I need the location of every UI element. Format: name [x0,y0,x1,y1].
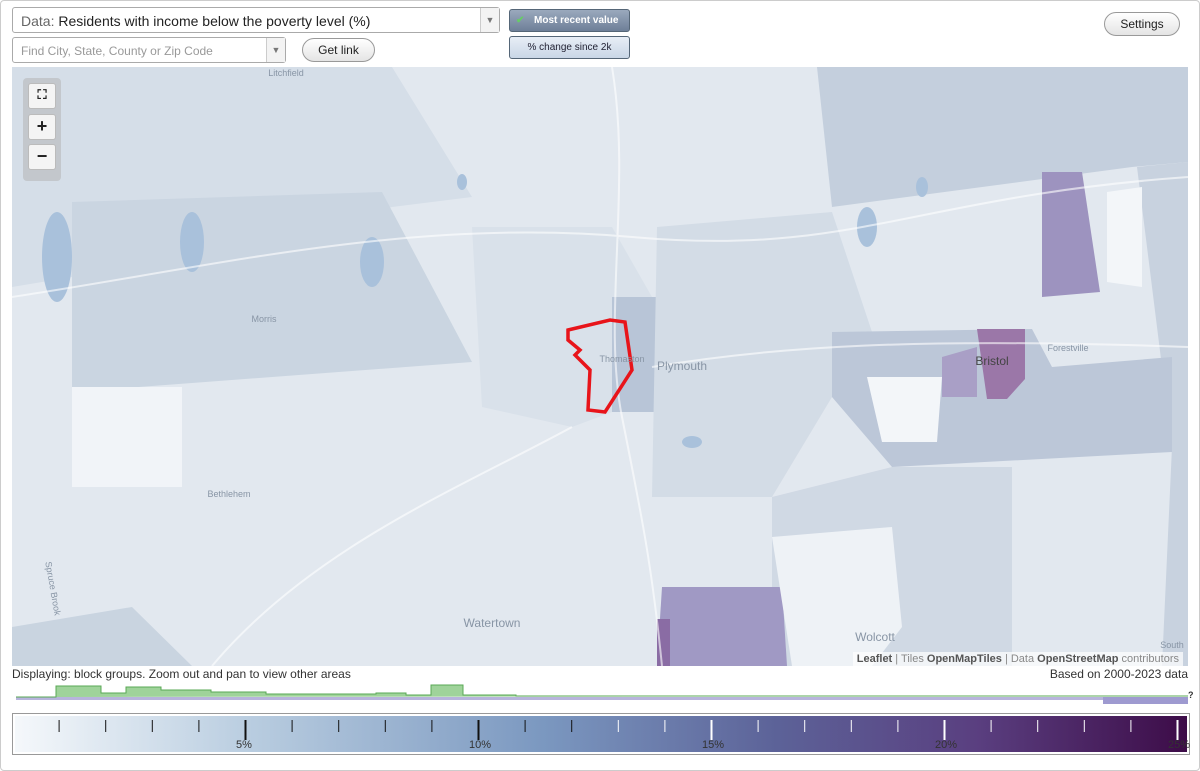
displaying-note: Displaying: block groups. Zoom out and p… [12,667,351,681]
legend-label: 15% [702,739,725,751]
data-years: Based on 2000-2023 data [1049,667,1188,681]
region [1107,187,1142,287]
legend [12,713,1190,755]
region [72,387,182,487]
roads [12,67,1188,666]
histogram-bar [1103,697,1188,704]
search-placeholder: Find City, State, County or Zip Code [21,44,213,58]
region [472,227,652,427]
place-label: Watertown [464,616,521,630]
zoom-control: ⛶ + − [23,78,61,181]
region [817,67,1188,207]
map[interactable]: Litchfield Morris Thomaston Plymouth Bristol… [12,67,1188,666]
percent-change-button[interactable]: % change since 2k [509,36,630,59]
place-label: Wolcott [855,630,895,644]
legend-gradient [15,716,1187,752]
attribution-text: | Data [1004,653,1035,665]
osm-link[interactable]: OpenStreetMap [1037,653,1119,665]
region [1042,172,1100,297]
tiles-link[interactable]: OpenMapTiles [926,653,1002,665]
dropdown-arrow[interactable]: ▼ [266,38,285,62]
region [772,527,902,666]
place-label: Forestville [1047,343,1088,353]
data-prefix: Data: [21,13,55,29]
place-label: South [1160,640,1184,650]
region [657,587,787,666]
leaflet-link[interactable]: Leaflet [856,653,893,665]
attribution: Leaflet | Tiles OpenMapTiles | Data Open… [852,652,1183,666]
region [12,607,192,666]
legend-label: 10% [469,739,492,751]
data-selection: Residents with income below the poverty … [58,13,371,29]
place-label: Bristol [975,354,1008,368]
histogram-curve [16,684,1188,698]
place-label: Plymouth [657,359,707,373]
region [652,212,872,497]
legend-scale [15,716,1187,752]
region [942,347,977,397]
search-box[interactable]: Find City, State, County or Zip Code ▼ [12,37,286,63]
most-recent-button[interactable]: ✔ Most recent value [509,9,630,32]
dropdown-arrow[interactable]: ▼ [480,8,499,32]
attribution-text: | Tiles [895,653,924,665]
legend-label: 20% [935,739,958,751]
region [867,377,942,442]
zoom-in-button[interactable]: + [28,114,56,140]
region [977,329,1025,399]
histogram-base [16,697,1188,700]
attribution-text: contributors [1121,653,1179,665]
place-label: Litchfield [268,68,304,78]
check-icon: ✔ [516,15,525,26]
place-label: Morris [252,314,277,324]
zoom-out-button[interactable]: − [28,144,56,170]
place-label: Bethlehem [207,489,250,499]
histogram [16,684,1188,704]
region [1137,162,1188,666]
fullscreen-button[interactable]: ⛶ [28,83,56,109]
lakes [42,174,928,448]
legend-label: 25% [1168,739,1191,751]
legend-label: 5% [236,739,252,751]
get-link-button[interactable]: Get link [302,38,375,62]
selected-area-outline[interactable] [566,318,634,414]
most-recent-label: Most recent value [534,15,619,26]
data-select[interactable]: Data: Residents with income below the po… [12,7,500,33]
help-icon[interactable]: ? [1188,690,1194,700]
place-label: Thomaston [599,354,644,364]
settings-button[interactable]: Settings [1104,12,1180,36]
